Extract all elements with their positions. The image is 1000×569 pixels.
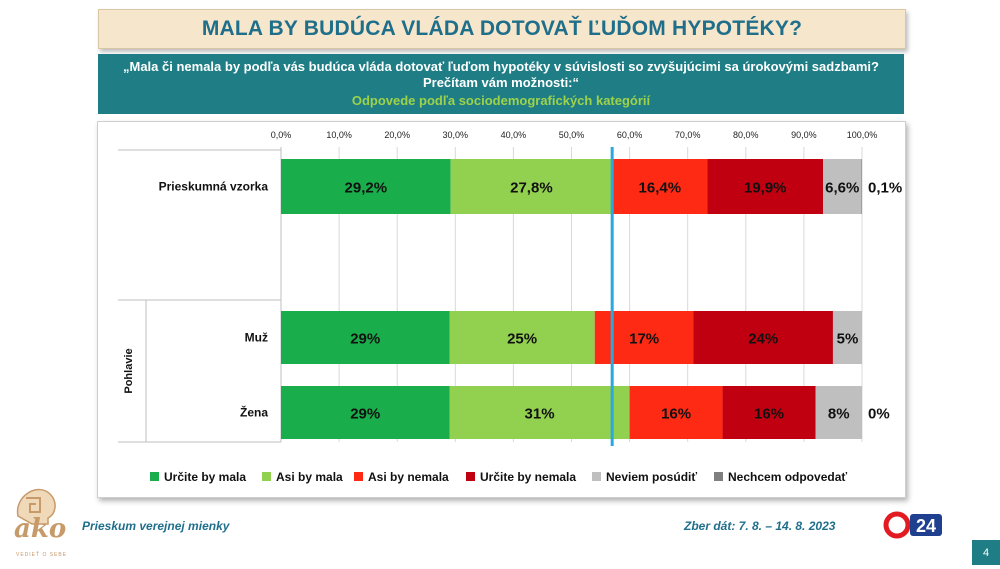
bar-segment: [693, 311, 833, 364]
tv24-icon: 24: [883, 511, 942, 539]
footer-survey-label: Prieskum verejnej mienky: [82, 519, 230, 533]
bar-segment: [281, 311, 450, 364]
bar-segment: [612, 159, 708, 214]
x-tick-label: 50,0%: [559, 130, 585, 140]
data-label: 27,8%: [510, 180, 553, 197]
x-tick-label: 60,0%: [617, 130, 643, 140]
bar-segment: [707, 159, 824, 214]
ako-logo: [8, 478, 68, 564]
ako-tagline: VEDIEŤ O SEBE: [16, 552, 68, 558]
group-label: Pohlavie: [123, 348, 135, 393]
bar-segment: [722, 386, 816, 439]
x-tick-label: 0,0%: [271, 130, 292, 140]
x-tick-label: 40,0%: [501, 130, 527, 140]
legend-label: Neviem posúdiť: [606, 470, 697, 484]
stacked-bar-chart: 0,0% 10,0% 20,0% 30,0% 40,0% 50,0% 60,0% 70,0% 8…: [118, 130, 902, 484]
legend-swatch: [714, 472, 723, 481]
legend-swatch: [466, 472, 475, 481]
data-label: 17%: [629, 331, 659, 348]
data-label: 29,2%: [345, 180, 388, 197]
tv24-logo: 24: [883, 510, 945, 540]
x-tick-label: 20,0%: [384, 130, 410, 140]
legend-label: Nechcem odpovedať: [728, 470, 847, 484]
bar-segment: [832, 311, 862, 364]
legend-label: Asi by nemala: [368, 470, 449, 484]
ako-brand-text: ako: [14, 514, 67, 544]
data-label: 6,6%: [825, 180, 859, 197]
bar-segment: [629, 386, 723, 439]
x-tick-label: 70,0%: [675, 130, 701, 140]
bar-segment: [861, 159, 863, 214]
subtitle-text: Odpovede podľa sociodemografických kateg…: [351, 93, 651, 108]
data-label: 24%: [748, 331, 778, 348]
data-label: 0%: [868, 406, 890, 423]
data-label: 31%: [525, 406, 555, 423]
data-label: 25%: [507, 331, 537, 348]
category-label: Prieskumná vzorka: [159, 180, 269, 194]
data-label: 5%: [837, 331, 859, 348]
category-label: Žena: [240, 405, 268, 420]
legend-label: Určite by nemala: [480, 470, 576, 484]
bar-segment: [449, 311, 595, 364]
data-label: 16,4%: [639, 180, 682, 197]
legend-swatch: [262, 472, 271, 481]
data-label: 19,9%: [744, 180, 787, 197]
x-tick-label: 30,0%: [443, 130, 469, 140]
page-number: 4: [972, 540, 1000, 565]
x-tick-label: 80,0%: [733, 130, 759, 140]
bar-segment: [449, 386, 630, 439]
x-tick-label: 90,0%: [791, 130, 817, 140]
category-label: Muž: [245, 331, 268, 345]
data-label: 29%: [350, 406, 380, 423]
question-banner: „Mala či nemala by podľa vás budúca vlád…: [98, 54, 904, 114]
title-banner: MALA BY BUDÚCA VLÁDA DOTOVAŤ ĽUĎOM HYPOT…: [98, 9, 906, 49]
footer-date-label: Zber dát: 7. 8. – 14. 8. 2023: [684, 519, 836, 533]
legend-label: Asi by mala: [276, 470, 343, 484]
ako-head-icon: [16, 488, 56, 525]
bar-segment: [281, 386, 450, 439]
data-label: 0,1%: [868, 180, 902, 197]
chart-panel: 0,0% 10,0% 20,0% 30,0% 40,0% 50,0% 60,0% 70,0% 8…: [97, 121, 906, 498]
legend-label: Určite by mala: [164, 470, 246, 484]
legend-swatch: [150, 472, 159, 481]
bar-segment: [823, 159, 862, 214]
bar-segment: [450, 159, 613, 214]
data-label: 16%: [754, 406, 784, 423]
tv24-text: 24: [916, 516, 936, 536]
x-tick-label: 10,0%: [326, 130, 352, 140]
x-tick-label: 100,0%: [847, 130, 878, 140]
bar-segment: [815, 386, 862, 439]
question-text: „Mala či nemala by podľa vás budúca vlád…: [123, 59, 879, 90]
data-label: 16%: [661, 406, 691, 423]
legend-swatch: [354, 472, 363, 481]
data-label: 8%: [828, 406, 850, 423]
legend-swatch: [592, 472, 601, 481]
data-label: 29%: [350, 331, 380, 348]
page-title: MALA BY BUDÚCA VLÁDA DOTOVAŤ ĽUĎOM HYPOT…: [201, 17, 803, 40]
bar-segment: [281, 159, 451, 214]
